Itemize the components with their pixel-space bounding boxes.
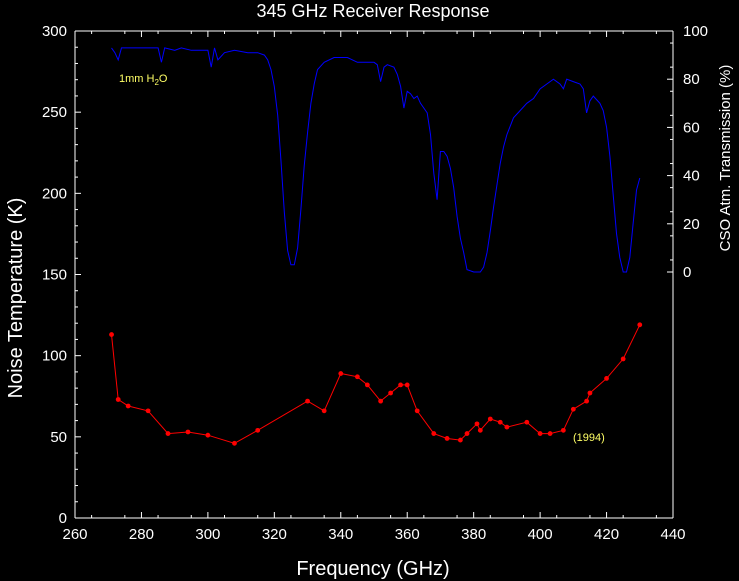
noise-data-point: [354, 374, 360, 380]
x-axis-title: Frequency (GHz): [296, 558, 449, 580]
y-tick-label: 100: [42, 348, 67, 365]
water-vapor-annotation: 1mm H2O: [119, 73, 168, 87]
noise-data-point: [504, 424, 510, 430]
noise-data-point: [305, 398, 310, 404]
noise-data-point: [497, 419, 503, 425]
noise-data-point: [620, 356, 626, 362]
y-axis-right: 0 20 40 60 80 100: [667, 23, 708, 281]
y-tick-label: 200: [42, 185, 67, 202]
noise-data-point: [232, 440, 237, 446]
noise-data-point: [587, 390, 593, 396]
y2-tick-label: 0: [683, 264, 691, 281]
year-annotation: (1994): [573, 432, 605, 444]
transmission-series-line: [111, 47, 641, 273]
noise-data-point: [414, 408, 420, 414]
series-layer: [109, 47, 643, 446]
noise-data-point: [444, 436, 450, 441]
y2-tick-label: 20: [683, 216, 700, 233]
noise-data-point: [570, 406, 576, 412]
y-axis-title: Noise Temperature (K): [5, 198, 27, 399]
noise-data-point: [255, 427, 261, 433]
y2-tick-label: 100: [683, 23, 708, 40]
noise-data-point: [547, 431, 553, 436]
y-tick-label: 150: [42, 267, 67, 284]
y-tick-label: 50: [50, 429, 67, 446]
noise-data-point: [165, 431, 171, 436]
x-tick-label: 340: [328, 526, 353, 543]
x-tick-label: 420: [594, 526, 619, 543]
noise-data-point: [115, 397, 121, 402]
y-tick-label: 0: [59, 510, 67, 527]
y-axis-left: 0 50 100 150 200 250 300: [42, 23, 81, 527]
x-tick-label: 320: [262, 526, 287, 543]
noise-data-point: [474, 421, 480, 427]
noise-data-point: [145, 408, 151, 414]
noise-data-point: [185, 429, 191, 435]
noise-data-point: [560, 427, 566, 433]
noise-data-point: [477, 427, 483, 433]
x-tick-label: 380: [461, 526, 486, 543]
y2-axis-title: CSO Atm. Transmission (%): [717, 65, 734, 252]
x-tick-label: 300: [195, 526, 220, 543]
noise-data-point: [378, 398, 384, 404]
noise-data-point: [398, 382, 403, 388]
noise-data-point: [205, 432, 211, 438]
y-tick-label: 300: [42, 23, 67, 40]
noise-data-point: [487, 416, 493, 422]
chart-title: 345 GHz Receiver Response: [256, 1, 489, 21]
x-tick-label: 400: [528, 526, 553, 543]
noise-data-point: [125, 403, 131, 409]
y-tick-label: 250: [42, 104, 67, 121]
noise-data-point: [404, 382, 410, 388]
water-annotation-sub: 2: [154, 78, 159, 87]
x-tick-label: 360: [395, 526, 420, 543]
x-tick-label: 260: [62, 526, 87, 543]
noise-data-point: [109, 332, 114, 337]
x-axis: 260 280 300 320 340 360 380 400 420 440: [62, 31, 686, 543]
noise-data-point: [364, 382, 370, 388]
water-annotation-main: 1mm H: [119, 73, 155, 85]
water-annotation-end: O: [159, 73, 168, 85]
noise-data-point: [604, 375, 609, 381]
noise-data-point: [537, 431, 543, 436]
noise-data-point: [321, 408, 327, 414]
noise-data-point: [431, 431, 437, 436]
noise-data-point: [464, 431, 470, 436]
x-tick-label: 440: [660, 526, 685, 543]
noise-data-point: [637, 322, 643, 328]
noise-data-point: [457, 437, 463, 443]
noise-data-point: [338, 371, 344, 376]
noise-data-point: [584, 398, 590, 404]
noise-data-point: [524, 419, 530, 425]
x-tick-label: 280: [129, 526, 154, 543]
y2-tick-label: 60: [683, 119, 700, 136]
y2-tick-label: 40: [683, 168, 700, 185]
y2-tick-label: 80: [683, 71, 700, 88]
noise-data-point: [388, 390, 394, 396]
